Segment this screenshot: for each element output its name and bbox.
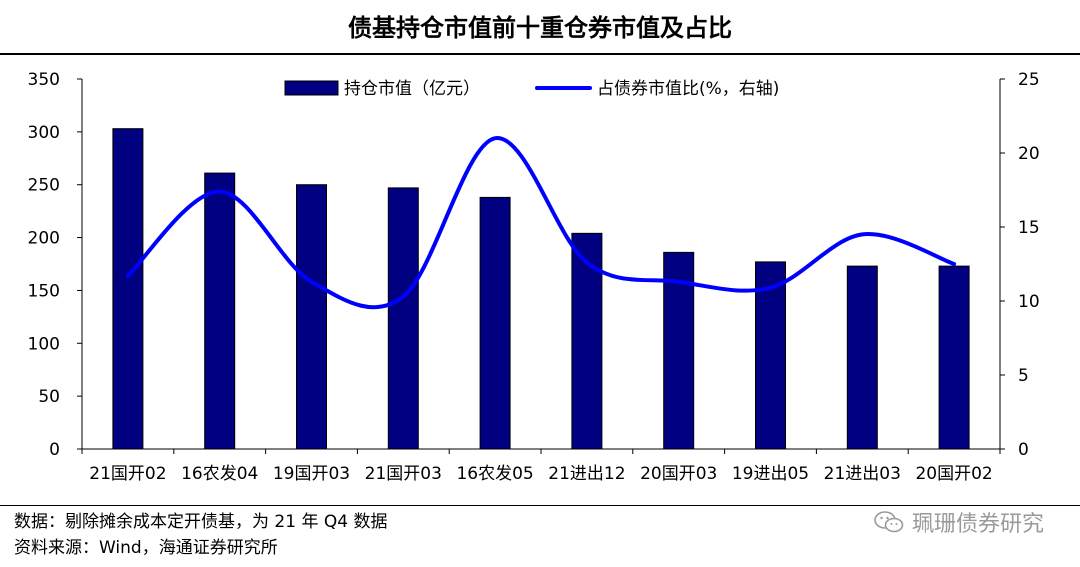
x-tick-label: 19进出05 (732, 464, 809, 484)
left-tick-label: 0 (49, 440, 60, 460)
right-tick-label: 5 (1018, 366, 1029, 386)
watermark: 珮珊债券研究 (874, 506, 1044, 538)
legend-line-label: 占债券市值比(%，右轴) (597, 79, 779, 99)
x-tick-label: 21国开03 (365, 464, 442, 484)
bar (387, 187, 419, 450)
title-divider (0, 53, 1080, 55)
chart-title: 债基持仓市值前十重仓券市值及占比 (348, 14, 732, 42)
legend-bar-swatch (284, 80, 339, 96)
left-tick-label: 50 (38, 387, 60, 407)
right-tick-label: 0 (1018, 440, 1029, 460)
left-tick-label: 150 (28, 281, 60, 301)
x-tick-label: 20国开02 (915, 464, 992, 484)
bar (846, 265, 878, 450)
bar (571, 232, 603, 450)
left-tick-label: 350 (28, 70, 60, 90)
right-tick-label: 20 (1018, 144, 1040, 164)
bar (112, 128, 144, 450)
chart-area: 0 50 100 150 200 250 300 350 0 5 10 15 20 25 21国开02 16农… (28, 70, 1040, 484)
x-tick-label: 21进出03 (824, 464, 901, 484)
source-note: 资料来源：Wind，海通证券研究所 (14, 538, 278, 558)
bar (296, 184, 327, 450)
left-tick-label: 250 (28, 176, 60, 196)
right-tick-label: 10 (1018, 292, 1040, 312)
x-tick-label: 16农发05 (456, 464, 533, 484)
watermark-text: 珮珊债券研究 (911, 512, 1044, 537)
left-tick-label: 200 (28, 229, 60, 249)
ratio-line (125, 136, 957, 310)
right-tick-label: 25 (1018, 70, 1040, 90)
bar (938, 265, 970, 450)
left-tick-label: 100 (28, 334, 60, 354)
legend-bar-label: 持仓市值（亿元） (344, 79, 480, 99)
left-tick-label: 300 (28, 123, 60, 143)
x-tick-label: 21国开02 (89, 464, 166, 484)
bar (755, 261, 786, 450)
x-tick-label: 19国开03 (273, 464, 350, 484)
data-note: 数据：剔除摊余成本定开债基，为 21 年 Q4 数据 (14, 512, 388, 532)
bar (204, 172, 236, 450)
right-tick-label: 15 (1018, 218, 1040, 238)
x-tick-label: 21进出12 (548, 464, 625, 484)
wechat-icon (874, 511, 904, 533)
x-tick-label: 16农发04 (181, 464, 258, 484)
x-tick-label: 20国开03 (640, 464, 717, 484)
footnote-divider (0, 505, 1080, 506)
bar (479, 196, 511, 450)
